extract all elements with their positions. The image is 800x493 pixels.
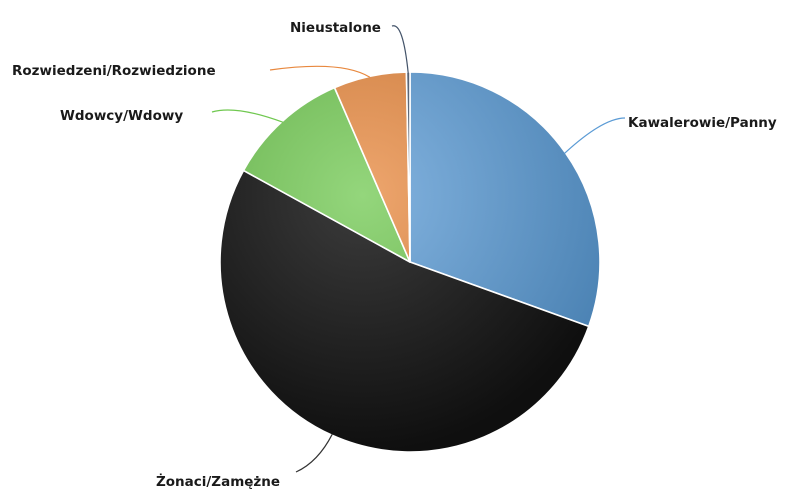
slice-label-wdowcy-wdowy: Wdowcy/Wdowy (60, 108, 183, 124)
leader-line-zonaci-zamezne (295, 434, 333, 473)
leader-line-rozwiedzeni-rozwiedzione (269, 65, 371, 78)
leader-line-wdowcy-wdowy (211, 109, 284, 123)
slice-label-rozwiedzeni-rozwiedzione: Rozwiedzeni/Rozwiedzione (12, 63, 216, 79)
slice-labels: Kawalerowie/Panny Żonaci/Zamężne Wdowcy/Wd… (12, 20, 777, 490)
pie-slices (219, 71, 601, 453)
leader-line-nieustalone (391, 25, 409, 74)
slice-label-nieustalone: Nieustalone (290, 20, 381, 36)
leader-lines (211, 25, 626, 473)
slice-label-zonaci-zamezne: Żonaci/Zamężne (156, 473, 280, 490)
leader-line-kawalerowie-panny (564, 117, 626, 154)
slice-label-kawalerowie-panny: Kawalerowie/Panny (628, 115, 777, 131)
